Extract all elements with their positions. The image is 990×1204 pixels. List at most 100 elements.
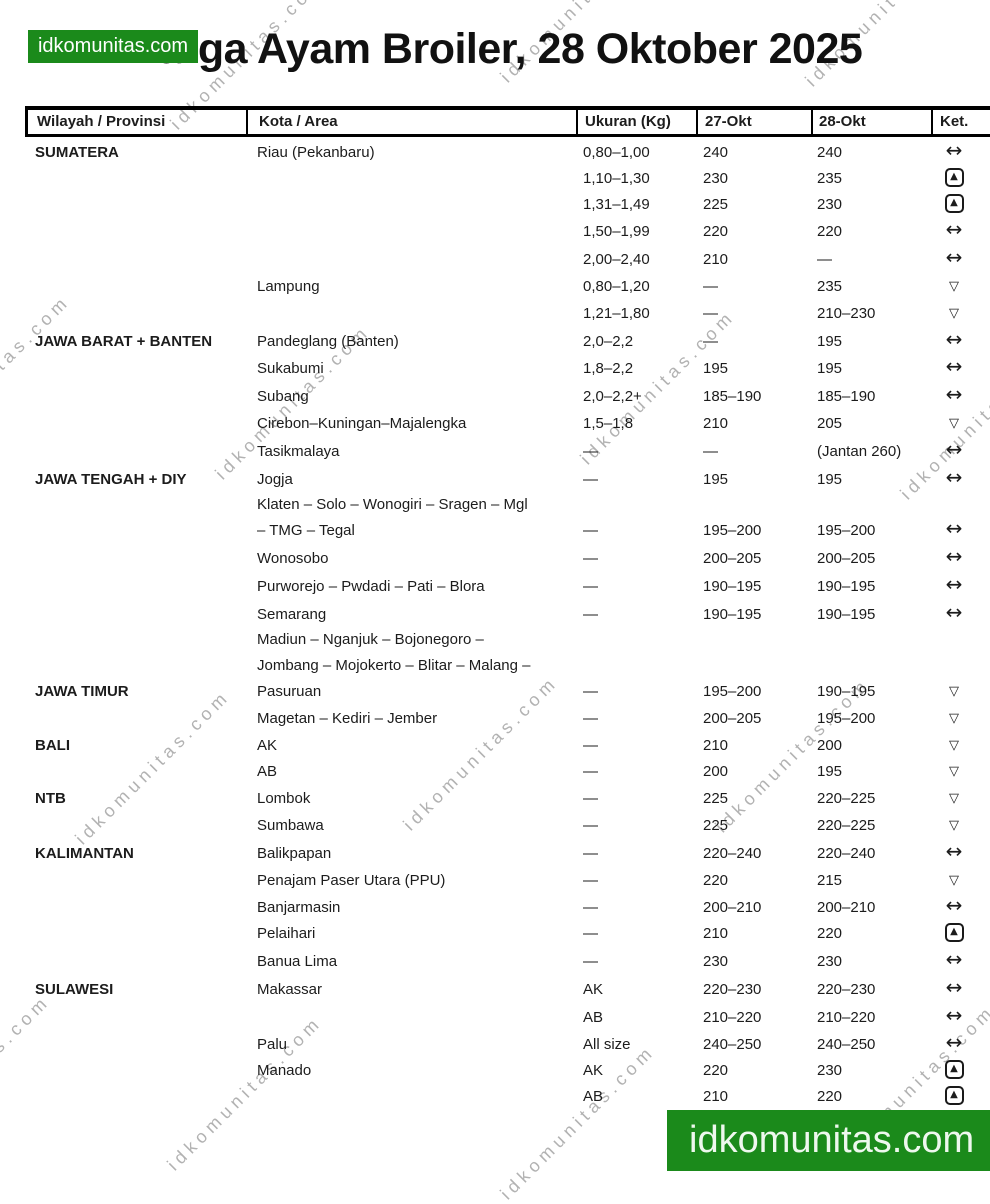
price-27okt-cell: 210 xyxy=(703,414,729,432)
size-cell: AB xyxy=(583,1087,604,1105)
trend-cell: ↔ xyxy=(930,1030,978,1058)
table-row: 1,21–1,80 — 210–230 ▽ xyxy=(35,300,990,327)
price-27okt-cell: 240–250 xyxy=(703,1036,762,1054)
trend-cell: ▽ xyxy=(930,732,978,759)
city-cell: Pandeglang (Banten) xyxy=(257,332,399,350)
size-cell: — xyxy=(583,577,598,595)
table-row: AB — 200 195 ▽ xyxy=(35,758,990,785)
region-cell: JAWA TENGAH + DIY xyxy=(35,470,187,488)
table-row: NTB Lombok — 225 220–225 ▽ xyxy=(35,785,990,812)
table-row: Banua Lima — 230 230 ↔ xyxy=(35,947,990,975)
price-down-icon: ▽ xyxy=(949,817,959,833)
trend-cell: ▽ xyxy=(930,410,978,437)
size-cell: — xyxy=(583,682,598,700)
table-row: Sumbawa — 225 220–225 ▽ xyxy=(35,812,990,839)
table-row: SUMATERA Riau (Pekanbaru) 0,80–1,00 240 240 ↔ xyxy=(35,138,990,166)
price-27okt-cell: 220 xyxy=(703,223,729,241)
table-header-row: Wilayah / Provinsi Kota / Area Ukuran (K… xyxy=(25,106,990,137)
table-row: Wonosobo — 200–205 200–205 ↔ xyxy=(35,544,990,572)
price-28okt-cell: 195 xyxy=(817,360,843,378)
price-down-icon: ▽ xyxy=(949,710,959,726)
no-change-arrow-icon: ↔ xyxy=(945,354,963,379)
table-row: Klaten – Solo – Wonogiri – Sragen – Mgl … xyxy=(35,492,990,544)
price-27okt-cell: 225 xyxy=(703,816,729,834)
city-cell: Magetan – Kediri – Jember xyxy=(257,709,438,727)
price-28okt-cell: 230 xyxy=(817,952,843,970)
no-change-arrow-icon: ↔ xyxy=(945,838,963,863)
price-28okt-cell: 220 xyxy=(817,1087,843,1105)
city-cell: Madiun – Nganjuk – Bojonegoro – Jombang … xyxy=(257,631,531,700)
price-28okt-cell: 210–220 xyxy=(817,1008,876,1026)
size-cell: 2,0–2,2 xyxy=(583,332,634,350)
no-change-arrow-icon: ↔ xyxy=(945,946,963,971)
table-row: Banjarmasin — 200–210 200–210 ↔ xyxy=(35,893,990,921)
size-cell: 0,80–1,00 xyxy=(583,144,650,161)
table-row: AB 210–220 210–220 ↔ xyxy=(35,1003,990,1031)
price-28okt-cell: (Jantan 260) xyxy=(817,442,902,460)
no-change-arrow-icon: ↔ xyxy=(945,543,963,568)
city-cell: AK xyxy=(257,736,278,754)
price-down-icon: ▽ xyxy=(949,737,959,753)
price-down-icon: ▽ xyxy=(949,278,959,294)
size-cell: — xyxy=(583,522,598,540)
trend-cell: ↔ xyxy=(930,947,978,975)
price-up-icon: ▲ xyxy=(944,1060,964,1080)
no-change-arrow-icon: ↔ xyxy=(945,599,963,624)
price-27okt-cell: 220–230 xyxy=(703,980,762,998)
trend-cell: ↔ xyxy=(930,893,978,921)
trend-cell: ▲ xyxy=(930,166,978,192)
table-row: SULAWESI Makassar AK 220–230 220–230 ↔ xyxy=(35,975,990,1003)
size-cell: 1,8–2,2 xyxy=(583,360,634,378)
city-cell: Jogja xyxy=(257,470,293,488)
city-cell: Purworejo – Pwdadi – Pati – Blora xyxy=(257,577,485,595)
table-row: Purworejo – Pwdadi – Pati – Blora — 190–19… xyxy=(35,572,990,600)
city-cell: Sumbawa xyxy=(257,816,324,834)
header-region: Wilayah / Provinsi xyxy=(28,110,248,134)
price-28okt-cell: 230 xyxy=(817,195,843,213)
price-28okt-cell: 240–250 xyxy=(817,1036,876,1054)
size-cell: AB xyxy=(583,1008,604,1026)
no-change-arrow-icon: ↔ xyxy=(945,382,963,407)
trend-cell: ↔ xyxy=(930,600,978,628)
size-cell: 2,00–2,40 xyxy=(583,251,650,269)
size-cell: AK xyxy=(583,980,604,998)
price-28okt-cell: 220–240 xyxy=(817,844,876,862)
size-cell: — xyxy=(583,844,598,862)
price-27okt-cell: — xyxy=(703,442,718,460)
city-cell: Penajam Paser Utara (PPU) xyxy=(257,871,446,889)
price-27okt-cell: 200–210 xyxy=(703,899,762,917)
size-cell: — xyxy=(583,763,598,781)
table-row: JAWA BARAT + BANTEN Pandeglang (Banten) 2,… xyxy=(35,327,990,355)
no-change-arrow-icon: ↔ xyxy=(945,245,963,270)
price-28okt-cell: 220–225 xyxy=(817,816,876,834)
price-27okt-cell: 230 xyxy=(703,952,729,970)
city-cell: Banjarmasin xyxy=(257,899,341,917)
no-change-arrow-icon: ↔ xyxy=(945,893,963,918)
price-27okt-cell: 220 xyxy=(703,871,729,889)
city-cell: Sukabumi xyxy=(257,360,324,378)
site-badge-label: idkomunitas.com xyxy=(37,35,189,57)
size-cell: — xyxy=(583,925,598,943)
price-27okt-cell: 195 xyxy=(703,360,729,378)
price-27okt-cell: 230 xyxy=(703,169,729,187)
trend-cell: ↔ xyxy=(930,516,978,544)
header-27okt: 27-Okt xyxy=(698,110,813,134)
price-28okt-cell: 195 xyxy=(817,470,843,488)
price-28okt-cell: 190–195 xyxy=(817,682,876,700)
table-row: Pelaihari — 210 220 ▲ xyxy=(35,921,990,947)
city-cell: Semarang xyxy=(257,605,327,623)
trend-cell: ▽ xyxy=(930,812,978,839)
trend-cell: ↔ xyxy=(930,975,978,1003)
trend-cell: ↔ xyxy=(930,1003,978,1031)
price-up-icon: ▲ xyxy=(944,923,964,943)
size-cell: All size xyxy=(583,1036,631,1054)
size-cell: 1,5–1,8 xyxy=(583,414,634,432)
trend-cell: ↔ xyxy=(930,354,978,382)
city-cell: Wonosobo xyxy=(257,549,329,567)
no-change-arrow-icon: ↔ xyxy=(945,571,963,596)
size-cell: — xyxy=(583,709,598,727)
trend-cell: ↔ xyxy=(930,327,978,355)
price-28okt-cell: 195–200 xyxy=(817,522,876,540)
price-down-icon: ▽ xyxy=(949,683,959,699)
